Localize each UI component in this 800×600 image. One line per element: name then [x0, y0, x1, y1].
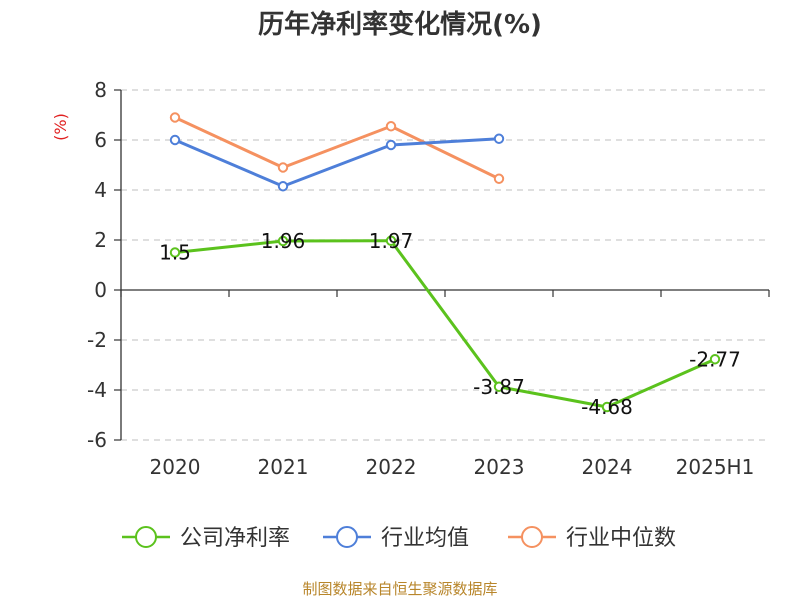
- data-point: [709, 354, 721, 365]
- x-tick-label: 2023: [474, 455, 525, 479]
- x-tick-label: 2025H1: [676, 455, 755, 479]
- y-tick-label: 6: [94, 128, 107, 152]
- legend-marker: [521, 526, 543, 548]
- data-point: [385, 139, 397, 151]
- chart-title: 历年净利率变化情况(%): [258, 10, 542, 40]
- legend-entry: 行业均值: [381, 526, 469, 551]
- x-tick-label: 2024: [582, 455, 633, 479]
- data-point: [493, 381, 505, 392]
- y-tick-label: 8: [94, 78, 107, 102]
- data-point: [277, 162, 289, 173]
- series-line: [174, 116, 500, 181]
- data-label: -4.68: [581, 395, 633, 419]
- legend-entry: 行业中位数: [566, 526, 676, 551]
- legend-marker: [135, 526, 157, 548]
- data-point: [493, 133, 505, 144]
- data-labels: 1.5 1.96 1.97 -3.87 -4.68 -2.77: [159, 229, 741, 419]
- data-label: -2.77: [689, 347, 741, 371]
- y-axis-label: (%): [51, 113, 70, 141]
- x-tick-label: 2021: [258, 455, 309, 479]
- data-point: [277, 181, 289, 192]
- data-label: 1.5: [159, 241, 191, 265]
- y-tick-label: -4: [87, 378, 107, 402]
- source-note: 制图数据来自恒生聚源数据库: [302, 580, 498, 598]
- y-tick-label: -6: [87, 428, 107, 452]
- data-point: [169, 134, 181, 146]
- y-tick-label: 4: [94, 178, 107, 202]
- data-label: -3.87: [473, 375, 525, 399]
- y-tick-label: 2: [94, 228, 107, 252]
- data-label: 1.97: [369, 229, 414, 253]
- data-label: 1.96: [261, 229, 306, 253]
- series-line: [174, 137, 500, 188]
- data-point: [385, 121, 397, 132]
- y-tick-label: 0: [94, 278, 107, 302]
- series-line: [174, 239, 716, 409]
- data-point: [277, 235, 289, 247]
- series: [169, 112, 721, 413]
- data-point: [169, 112, 181, 123]
- legend-marker: [336, 526, 358, 548]
- data-point: [601, 401, 613, 413]
- gridlines: [121, 89, 769, 441]
- data-point: [385, 235, 397, 246]
- x-tick-label: 2020: [150, 455, 201, 479]
- y-tick-label: -2: [87, 328, 107, 352]
- legend: 公司净利率 行业均值 行业中位数: [122, 526, 676, 551]
- legend-entry: 公司净利率: [180, 526, 290, 551]
- x-tick-label: 2022: [366, 455, 417, 479]
- data-point: [169, 247, 181, 258]
- axes: 8 6 4 2 0 -2 -4 -6 2020 2021 2022 2023 2024 2025H1: [87, 78, 770, 479]
- data-point: [493, 173, 505, 184]
